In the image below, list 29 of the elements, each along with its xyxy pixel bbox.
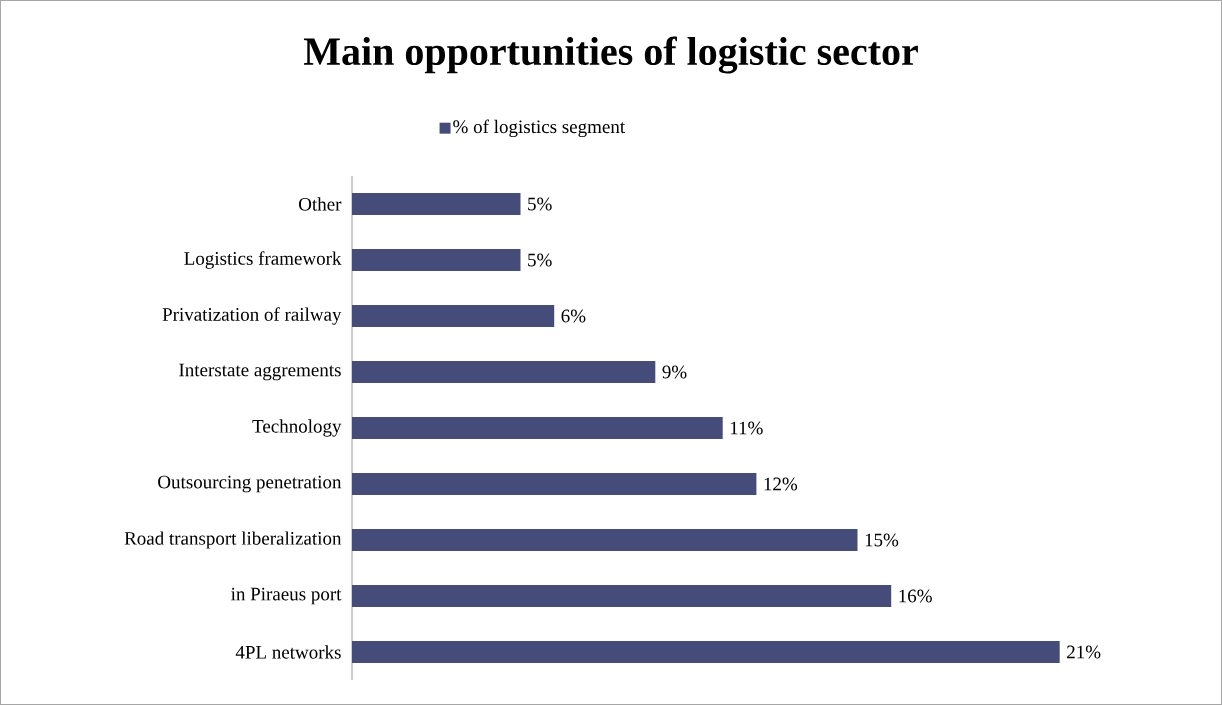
chart-title: Main opportunities of logistic sector xyxy=(303,36,918,74)
y-tick-label: Road transport liberalization xyxy=(124,531,342,549)
bar xyxy=(352,361,656,384)
data-label: 5% xyxy=(528,253,552,267)
data-label: 12% xyxy=(764,477,798,491)
y-tick-label: Interstate aggrements xyxy=(179,363,341,381)
y-tick-label: in Piraeus port xyxy=(231,587,342,605)
y-tick-label: 4PL networks xyxy=(235,645,341,659)
bar xyxy=(352,249,521,272)
bar xyxy=(352,417,723,439)
data-label: 21% xyxy=(1067,645,1101,659)
y-tick-label: Other xyxy=(299,197,342,211)
bar xyxy=(352,585,892,608)
bar xyxy=(352,193,521,216)
y-tick-label: Logistics framework xyxy=(184,251,342,269)
y-tick-label: Outsourcing penetration xyxy=(158,475,342,493)
y-tick-label: Technology xyxy=(252,419,342,437)
data-label: 9% xyxy=(662,365,687,379)
data-label: 5% xyxy=(528,197,552,211)
data-label: 6% xyxy=(561,309,586,323)
data-label: 11% xyxy=(730,421,763,435)
legend-label: % of logistics segment xyxy=(453,119,626,138)
bar xyxy=(352,641,1060,664)
y-tick-label: Privatization of railway xyxy=(162,307,342,325)
bar xyxy=(352,529,858,552)
bar xyxy=(352,473,757,496)
data-label: 16% xyxy=(899,589,932,603)
bar xyxy=(352,305,555,328)
data-label: 15% xyxy=(865,533,899,547)
